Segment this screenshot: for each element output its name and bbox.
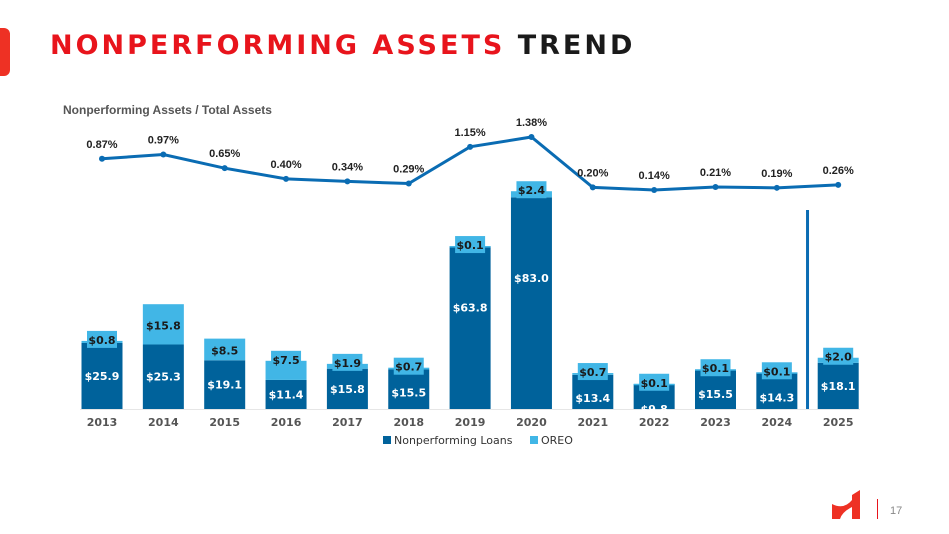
x-tick-2025: 2025 bbox=[823, 416, 854, 429]
data-label-npl-2020: $83.0 bbox=[514, 272, 549, 285]
line-label-2021: 0.20% bbox=[577, 167, 608, 179]
company-logo bbox=[832, 490, 860, 519]
line-point-2023 bbox=[712, 183, 719, 190]
oreo-label-box-2023 bbox=[700, 359, 731, 377]
legend-label-oreo: OREO bbox=[541, 434, 573, 447]
data-label-oreo-2018: $0.7 bbox=[395, 361, 422, 374]
line-label-2018: 0.29% bbox=[393, 164, 424, 176]
footer-divider bbox=[877, 499, 878, 519]
line-label-2015: 0.65% bbox=[209, 148, 240, 160]
line-series-title: Nonperforming Assets / Total Assets bbox=[63, 103, 272, 117]
oreo-label-box-2018 bbox=[393, 357, 424, 375]
bar-oreo-2014 bbox=[142, 304, 184, 345]
line-label-2013: 0.87% bbox=[86, 139, 117, 151]
line-label-2022: 0.14% bbox=[639, 170, 670, 182]
x-tick-2022: 2022 bbox=[639, 416, 670, 429]
x-tick-2020: 2020 bbox=[516, 416, 547, 429]
legend-swatch-oreo bbox=[530, 436, 538, 444]
bar-npl-2014 bbox=[142, 344, 184, 409]
data-label-npl-2024: $14.3 bbox=[759, 391, 794, 404]
data-label-npl-2014: $25.3 bbox=[146, 371, 181, 384]
oreo-label-box-2024 bbox=[761, 362, 792, 380]
x-tick-2014: 2014 bbox=[148, 416, 179, 429]
line-point-2021 bbox=[589, 184, 596, 191]
data-label-npl-2016: $11.4 bbox=[269, 388, 304, 401]
line-point-2019 bbox=[467, 143, 474, 150]
data-label-npl-2015: $19.1 bbox=[207, 379, 242, 392]
oreo-label-box-2016 bbox=[271, 350, 302, 368]
line-label-2016: 0.40% bbox=[270, 159, 301, 171]
x-tick-2015: 2015 bbox=[209, 416, 240, 429]
line-label-2025: 0.26% bbox=[823, 165, 854, 177]
x-tick-2019: 2019 bbox=[455, 416, 486, 429]
x-tick-2017: 2017 bbox=[332, 416, 363, 429]
data-label-oreo-2016: $7.5 bbox=[272, 354, 299, 367]
data-label-oreo-2022: $0.1 bbox=[641, 377, 668, 390]
line-point-2024 bbox=[773, 184, 780, 191]
data-label-oreo-2021: $0.7 bbox=[579, 366, 606, 379]
bar-npl-2016 bbox=[265, 379, 307, 409]
data-label-npl-2025: $18.1 bbox=[821, 380, 856, 393]
line-point-2022 bbox=[651, 186, 658, 193]
oreo-label-box-2013 bbox=[87, 330, 117, 348]
x-tick-2024: 2024 bbox=[762, 416, 793, 429]
line-point-2013 bbox=[99, 155, 105, 162]
bar-npl-2013 bbox=[81, 342, 123, 409]
legend-label-npl: Nonperforming Loans bbox=[394, 434, 513, 447]
line-point-2020 bbox=[528, 134, 535, 140]
line-label-2019: 1.15% bbox=[454, 127, 485, 139]
data-label-oreo-2023: $0.1 bbox=[702, 362, 729, 375]
data-label-npl-2023: $15.5 bbox=[698, 388, 733, 401]
oreo-label-box-2025 bbox=[823, 347, 854, 365]
data-label-npl-2021: $13.4 bbox=[575, 392, 610, 405]
line-point-2016 bbox=[283, 175, 290, 182]
bar-oreo-2015 bbox=[204, 338, 246, 361]
x-tick-2021: 2021 bbox=[577, 416, 608, 429]
line-label-2014: 0.97% bbox=[148, 135, 179, 147]
data-label-npl-2022: $9.8 bbox=[641, 403, 668, 416]
bar-npl-2021 bbox=[572, 374, 614, 409]
bar-npl-2015 bbox=[204, 360, 246, 409]
data-label-oreo-2013: $0.8 bbox=[88, 334, 115, 347]
data-label-oreo-2015: $8.5 bbox=[211, 344, 238, 357]
x-tick-2023: 2023 bbox=[700, 416, 731, 429]
bar-npl-2018 bbox=[388, 369, 430, 409]
line-point-2014 bbox=[160, 151, 167, 158]
data-label-oreo-2024: $0.1 bbox=[763, 365, 790, 378]
bar-npl-2025 bbox=[817, 362, 859, 409]
oreo-label-box-2020 bbox=[516, 181, 547, 199]
line-point-2017 bbox=[344, 178, 351, 185]
accent-bar bbox=[0, 28, 10, 76]
legend-swatch-npl bbox=[383, 436, 391, 444]
data-label-oreo-2017: $1.9 bbox=[334, 357, 361, 370]
oreo-label-box-2017 bbox=[332, 353, 363, 371]
data-label-oreo-2025: $2.0 bbox=[825, 351, 852, 364]
data-label-oreo-2020: $2.4 bbox=[518, 184, 545, 197]
data-label-npl-2018: $15.5 bbox=[391, 387, 426, 400]
bar-npl-2019 bbox=[449, 246, 491, 409]
data-label-npl-2013: $25.9 bbox=[85, 370, 120, 383]
bar-npl-2017 bbox=[326, 368, 368, 409]
data-label-npl-2019: $63.8 bbox=[453, 301, 488, 314]
oreo-label-box-2022 bbox=[639, 373, 670, 391]
x-tick-2013: 2013 bbox=[87, 416, 118, 429]
line-point-2015 bbox=[221, 165, 228, 172]
bar-npl-2020 bbox=[510, 197, 552, 409]
x-tick-2018: 2018 bbox=[393, 416, 424, 429]
data-label-npl-2017: $15.8 bbox=[330, 383, 365, 396]
line-label-2017: 0.34% bbox=[332, 161, 363, 173]
x-tick-2016: 2016 bbox=[271, 416, 302, 429]
line-label-2023: 0.21% bbox=[700, 167, 731, 179]
page-number: 17 bbox=[890, 505, 903, 517]
line-point-2025 bbox=[835, 181, 842, 188]
line-label-2020: 1.38% bbox=[516, 117, 547, 129]
data-label-oreo-2019: $0.1 bbox=[457, 239, 484, 252]
line-point-2018 bbox=[405, 180, 412, 187]
line-label-2024: 0.19% bbox=[761, 168, 792, 180]
data-label-oreo-2014: $15.8 bbox=[146, 319, 181, 332]
oreo-label-box-2021 bbox=[577, 363, 608, 381]
oreo-label-box-2019 bbox=[455, 236, 486, 254]
page-title: NONPERFORMING ASSETS TREND bbox=[50, 30, 636, 61]
